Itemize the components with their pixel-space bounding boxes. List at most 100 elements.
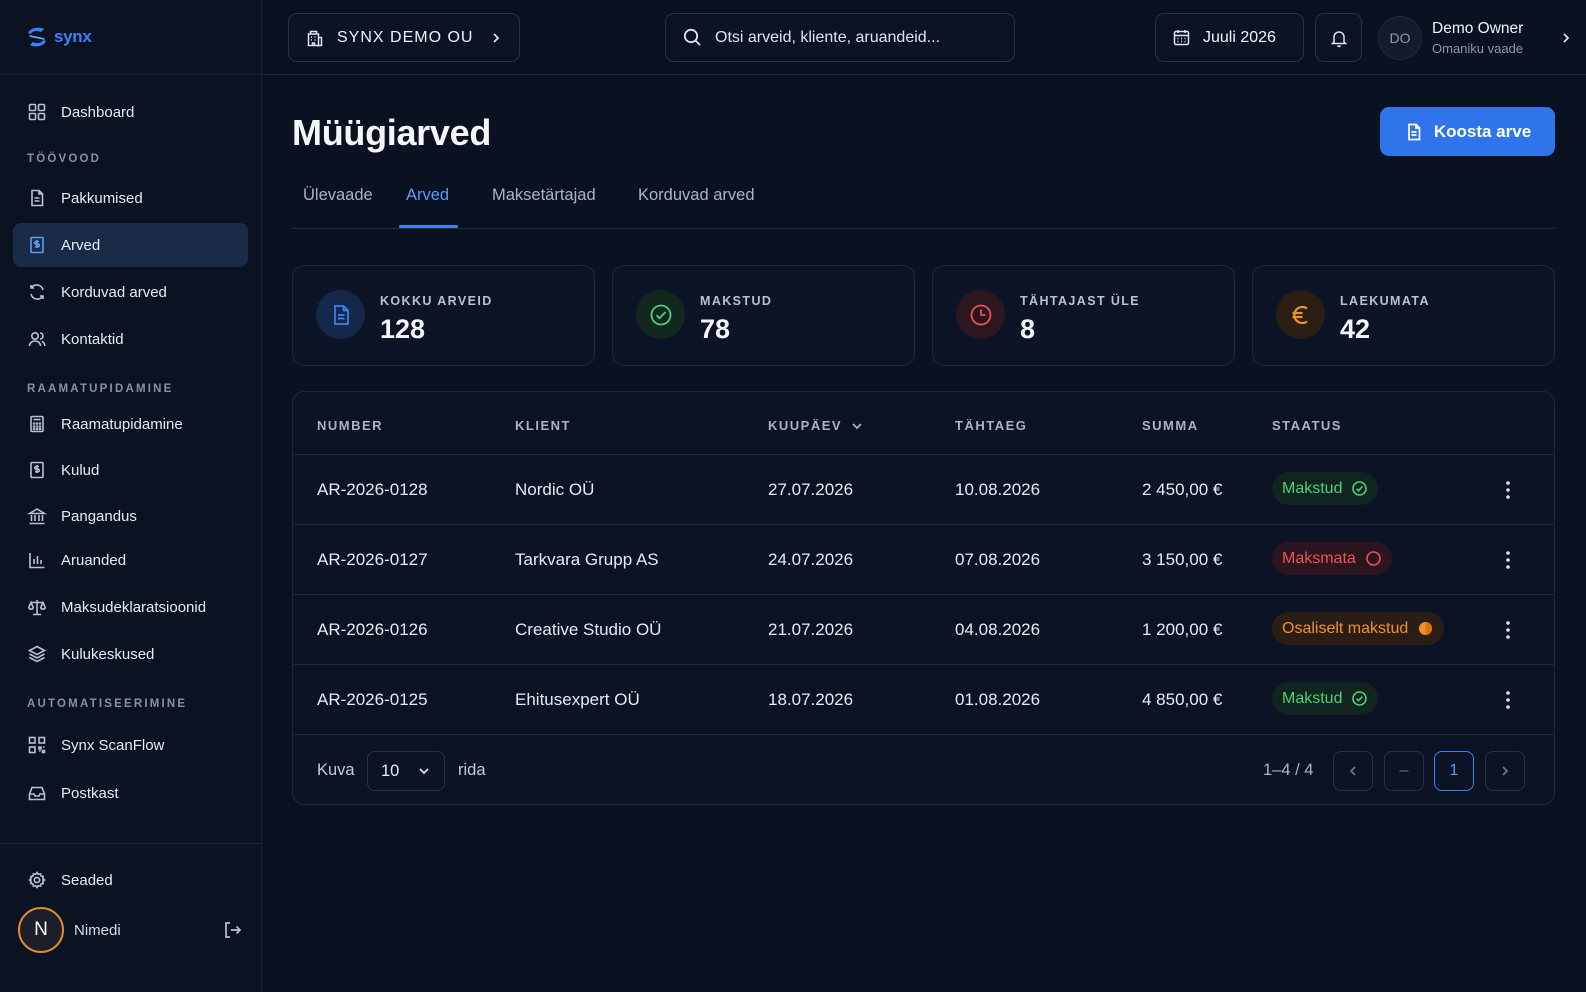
sidebar-item-offers[interactable]: Pakkumised — [13, 176, 248, 220]
section-label-automation: AUTOMATISEERIMINE — [27, 698, 188, 710]
clock-icon — [970, 304, 991, 325]
sidebar-item-expenses[interactable]: Kulud — [13, 448, 248, 492]
column-header-date[interactable]: KUUPÄEV — [768, 418, 864, 433]
receipt-icon — [30, 461, 44, 479]
more-vertical-icon — [1506, 481, 1510, 499]
column-header-due[interactable]: TÄHTAEG — [955, 418, 1028, 433]
sidebar-item-label: Kontaktid — [61, 330, 124, 348]
rows-per-page-select[interactable]: 10 — [367, 751, 445, 791]
search-input[interactable] — [715, 28, 995, 47]
inbox-icon — [28, 786, 46, 801]
sidebar-item-costcenters[interactable]: Kulukeskused — [13, 632, 248, 676]
divider — [0, 74, 262, 75]
sidebar-item-label: Kulud — [61, 461, 100, 479]
invoice-client: Tarkvara Grupp AS — [515, 550, 659, 569]
chevron-right-icon — [493, 32, 500, 43]
user-menu[interactable]: DO Demo Owner Omaniku vaade — [1378, 15, 1573, 61]
page-button-current[interactable]: 1 — [1434, 751, 1474, 791]
table-row[interactable]: AR-2026-0127 Tarkvara Grupp AS 24.07.202… — [293, 525, 1554, 595]
building-icon — [307, 30, 323, 46]
brand-logo[interactable]: synx — [24, 24, 92, 50]
check-circle-icon — [1352, 691, 1368, 706]
avatar[interactable]: N — [18, 907, 64, 953]
table-row[interactable]: AR-2026-0128 Nordic OÜ 27.07.2026 10.08.… — [293, 455, 1554, 525]
sidebar-item-settings[interactable]: Seaded — [13, 858, 248, 902]
synx-logo-icon — [28, 27, 46, 47]
document-icon — [1407, 123, 1421, 140]
tab-invoices[interactable]: Arved — [406, 186, 450, 204]
sidebar-item-invoices[interactable]: Arved — [13, 223, 248, 267]
status-label: Maksmata — [1282, 549, 1356, 567]
pagination-ellipsis: – — [1384, 751, 1424, 791]
status-badge: Makstud — [1272, 472, 1379, 505]
invoice-due: 07.08.2026 — [955, 550, 1041, 569]
sidebar-item-tax[interactable]: Maksudeklaratsioonid — [13, 585, 248, 629]
tab-bar: Ülevaade Arved Maksetärtajad Korduvad ar… — [292, 178, 1555, 229]
sidebar-item-contacts[interactable]: Kontaktid — [13, 317, 248, 361]
bell-icon — [1330, 30, 1347, 47]
row-menu-button[interactable] — [1498, 688, 1518, 712]
active-tab-indicator — [399, 225, 458, 228]
column-header-client[interactable]: KLIENT — [515, 418, 571, 433]
prev-page-button[interactable] — [1333, 751, 1373, 791]
status-label: Makstud — [1282, 689, 1343, 707]
search-box[interactable] — [665, 13, 1015, 62]
tab-recurring[interactable]: Korduvad arved — [638, 186, 755, 204]
row-menu-button[interactable] — [1498, 618, 1518, 642]
create-invoice-button[interactable]: Koosta arve — [1380, 107, 1555, 156]
invoice-amount: 3 150,00 € — [1142, 550, 1223, 569]
row-menu-button[interactable] — [1498, 478, 1518, 502]
sidebar: synx Dashboard TÖÖVOOD Pakkumised Arved … — [0, 0, 262, 992]
status-label: Osaliselt makstud — [1282, 619, 1409, 637]
gear-icon — [28, 871, 46, 889]
sidebar-item-label: Seaded — [61, 871, 113, 889]
column-header-status[interactable]: STAATUS — [1272, 418, 1342, 433]
column-header-label: KUUPÄEV — [768, 418, 843, 433]
top-header — [262, 0, 1586, 75]
user-role: Omaniku vaade — [1432, 41, 1524, 56]
table-row[interactable]: AR-2026-0125 Ehitusexpert OÜ 18.07.2026 … — [293, 665, 1554, 735]
column-header-amount[interactable]: SUMMA — [1142, 418, 1199, 433]
tab-payment-reminders[interactable]: Maksetärtajad — [492, 186, 596, 204]
notifications-button[interactable] — [1315, 13, 1362, 62]
calculator-icon — [30, 415, 44, 433]
invoice-amount: 2 450,00 € — [1142, 480, 1223, 499]
more-vertical-icon — [1506, 691, 1510, 709]
status-label: Makstud — [1282, 479, 1343, 497]
sidebar-item-recurring[interactable]: Korduvad arved — [13, 270, 248, 314]
user-info: Demo Owner Omaniku vaade — [1432, 20, 1559, 56]
refresh-icon — [30, 284, 44, 300]
sidebar-item-dashboard[interactable]: Dashboard — [13, 90, 248, 134]
sidebar-user: N Nimedi — [18, 906, 243, 954]
column-header-number[interactable]: NUMBER — [317, 418, 384, 433]
sidebar-item-banking[interactable]: Pangandus — [13, 494, 248, 538]
row-menu-button[interactable] — [1498, 548, 1518, 572]
status-badge: Osaliselt makstud — [1272, 612, 1445, 645]
avatar: DO — [1378, 16, 1422, 60]
rows-show-label: Kuva — [317, 761, 355, 779]
tab-overview[interactable]: Ülevaade — [303, 186, 373, 204]
sidebar-item-label: Dashboard — [61, 103, 135, 121]
invoice-number: AR-2026-0127 — [317, 550, 428, 569]
sidebar-item-scanflow[interactable]: Synx ScanFlow — [13, 723, 248, 767]
more-vertical-icon — [1506, 621, 1510, 639]
stat-label: LAEKUMATA — [1340, 294, 1430, 308]
stat-value: 78 — [700, 314, 731, 344]
table-row[interactable]: AR-2026-0126 Creative Studio OÜ 21.07.20… — [293, 595, 1554, 665]
next-page-button[interactable] — [1485, 751, 1525, 791]
euro-icon — [1292, 305, 1308, 324]
company-switcher[interactable]: SYNX DEMO OU — [288, 13, 520, 62]
circle-icon — [1365, 551, 1381, 566]
sidebar-item-accounting[interactable]: Raamatupidamine — [13, 402, 248, 446]
period-label: Juuli 2026 — [1203, 28, 1276, 46]
bank-icon — [27, 508, 47, 525]
chevron-right-icon — [1563, 33, 1570, 43]
period-picker[interactable]: Juuli 2026 — [1155, 13, 1304, 62]
sidebar-item-mailbox[interactable]: Postkast — [13, 771, 248, 815]
invoice-date: 21.07.2026 — [768, 620, 854, 639]
sidebar-item-label: Raamatupidamine — [61, 415, 183, 433]
sidebar-item-reports[interactable]: Aruanded — [13, 538, 248, 582]
logout-icon[interactable] — [221, 919, 243, 941]
document-icon — [31, 189, 44, 207]
sidebar-item-label: Aruanded — [61, 551, 127, 569]
